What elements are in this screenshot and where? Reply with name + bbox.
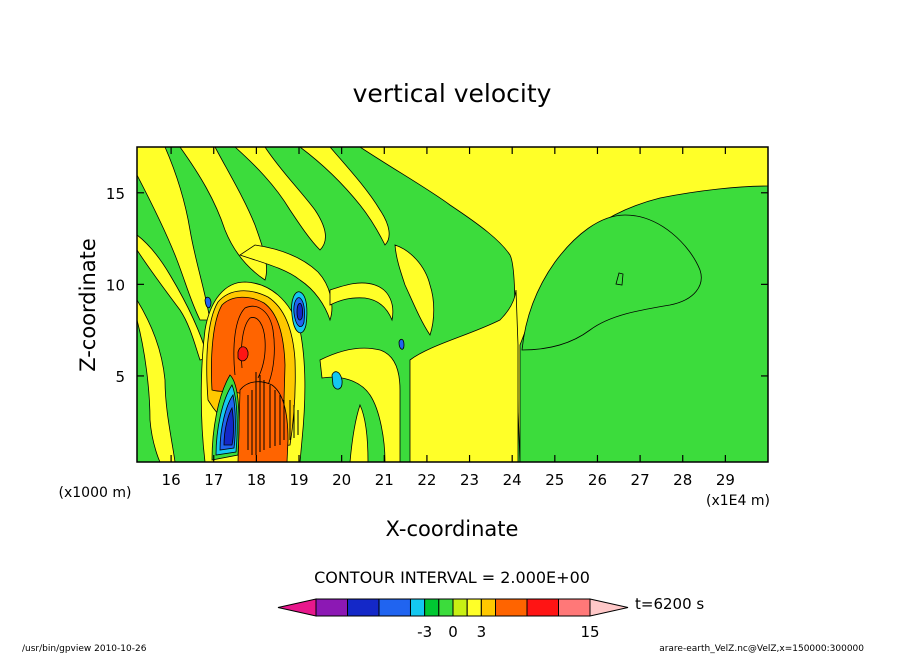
footer-left: /usr/bin/gpview 2010-10-26 <box>22 644 147 654</box>
x-tick-label: 29 <box>716 471 735 489</box>
colorbar-segment <box>346 598 380 617</box>
contour-small-green-spot <box>615 272 624 286</box>
contour-band-yellow-11 <box>394 244 435 336</box>
contour-band-yellow-8 <box>329 282 394 322</box>
chart-title: vertical velocity <box>353 79 552 108</box>
colorbar: -3 0 3 15 <box>277 598 629 641</box>
plot-frame <box>136 146 769 463</box>
y-tick-label: 10 <box>106 276 125 294</box>
colorbar-tick-label: 3 <box>477 623 487 641</box>
x-tick-label: 27 <box>631 471 650 489</box>
x-tick-label: 28 <box>673 471 692 489</box>
x-tick-label: 24 <box>503 471 522 489</box>
colorbar-segment <box>495 598 528 617</box>
x-tick-label: 17 <box>204 471 223 489</box>
y-tick-label: 15 <box>106 185 125 203</box>
contour-region-red-spot <box>237 346 249 362</box>
y-axis-ticks: 5 10 15 <box>106 185 768 386</box>
contour-band-yellow-2 <box>179 147 267 281</box>
x-tick-label: 25 <box>545 471 564 489</box>
colorbar-tick-label: -3 <box>417 623 432 641</box>
colorbar-segment <box>452 598 468 617</box>
contour-line-inner-2 <box>241 317 266 379</box>
x-axis-unit: (x1E4 m) <box>706 493 770 509</box>
contour-stripes <box>247 372 299 455</box>
x-axis-ticks: 16 17 18 19 20 21 22 23 24 25 26 27 28 29 <box>162 147 735 489</box>
colorbar-segment <box>558 598 591 617</box>
colorbar-tick-label: 15 <box>580 623 599 641</box>
x-axis-title: X-coordinate <box>386 517 519 541</box>
contour-band-yellow-10 <box>349 403 369 462</box>
colorbar-triangle-low <box>277 598 317 617</box>
y-axis-title: Z-coordinate <box>76 238 100 372</box>
contour-region-navy-downdraft <box>223 406 234 446</box>
colorbar-segment <box>438 598 454 617</box>
contour-interval-label: CONTOUR INTERVAL = 2.000E+00 <box>314 568 590 587</box>
contour-small-blue-2 <box>398 338 405 350</box>
contour-region-navy-blob <box>296 303 304 321</box>
plot-area <box>137 147 768 462</box>
contour-band-yellow-3 <box>234 147 326 251</box>
colorbar-tick-label: 0 <box>448 623 458 641</box>
x-tick-label: 19 <box>289 471 308 489</box>
x-tick-label: 18 <box>247 471 266 489</box>
colorbar-segment <box>526 598 560 617</box>
colorbar-triangle-high <box>589 598 629 617</box>
contour-small-blue-1 <box>204 296 212 309</box>
contour-region-green-bulge <box>521 214 702 351</box>
footer-right: arare-earth_VelZ.nc@VelZ,x=150000:300000 <box>659 644 864 654</box>
x-tick-label: 22 <box>417 471 436 489</box>
contour-region-yellow-center <box>409 289 519 462</box>
time-label: t=6200 s <box>635 595 704 613</box>
contour-small-cyan-1 <box>331 371 343 390</box>
contour-band-yellow-4 <box>299 147 390 246</box>
x-tick-label: 16 <box>162 471 181 489</box>
colorbar-segment <box>480 598 497 617</box>
colorbar-segment <box>378 598 411 617</box>
colorbar-segment <box>315 598 348 617</box>
colorbar-segment <box>424 598 440 617</box>
x-tick-label: 26 <box>588 471 607 489</box>
y-tick-label: 5 <box>115 368 125 386</box>
y-axis-unit: (x1000 m) <box>59 485 132 501</box>
contour-band-yellow-7 <box>239 244 333 322</box>
contour-line-inner-1 <box>233 305 275 386</box>
colorbar-segment <box>466 598 482 617</box>
x-tick-label: 23 <box>460 471 479 489</box>
colorbar-segment <box>409 598 426 617</box>
x-tick-label: 20 <box>332 471 351 489</box>
x-tick-label: 21 <box>375 471 394 489</box>
